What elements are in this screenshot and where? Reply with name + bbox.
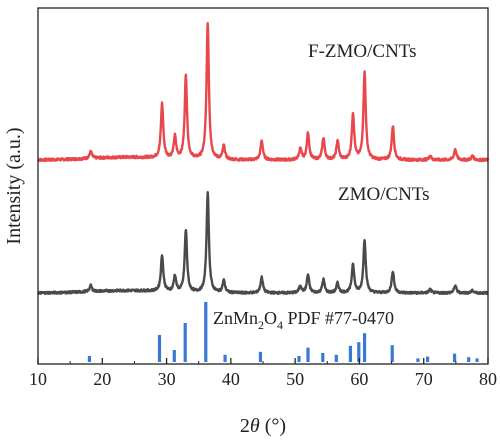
series-label-f-zmo-cnts: F-ZMO/CNTs [308,41,416,62]
series-line-zmo-cnts [37,191,489,296]
reference-label-sub2: 4 [277,318,283,332]
x-tick-label: 30 [158,369,176,389]
reference-stick [416,358,420,362]
reference-stick [390,345,394,362]
series-label-zmo-cnts: ZMO/CNTs [338,184,430,205]
reference-stick [475,358,479,362]
reference-stick [183,323,187,362]
x-tick-label: 20 [93,369,111,389]
reference-stick [334,354,338,362]
x-tick-label: 50 [286,369,304,389]
reference-stick [297,356,301,362]
reference-stick [172,350,176,362]
x-axis-ticks: 10 20 30 40 50 60 70 80 [29,358,497,389]
y-axis-label: Intensity (a.u.) [3,127,25,244]
reference-stick [306,347,310,362]
x-tick-label: 70 [415,369,433,389]
series-line-f-zmo-cnts [37,22,490,163]
reference-label-sub1: 2 [258,318,264,332]
reference-stick [452,353,457,362]
x-tick-label: 60 [350,369,368,389]
x-tick-label: 80 [479,369,497,389]
x-axis-label-suffix: (°) [260,415,286,437]
reference-stick [362,333,367,362]
reference-label-mid: O [264,308,277,328]
reference-stick [467,357,471,362]
reference-stick [348,345,353,362]
reference-stick [223,354,227,362]
reference-label-tail: PDF #77-0470 [283,308,394,328]
reference-stick [87,356,92,362]
series-layer [37,22,490,296]
reference-stick [357,342,361,362]
x-tick-label: 40 [222,369,240,389]
reference-stick [425,356,430,362]
x-axis-label-prefix: 2 [240,415,250,437]
reference-label: ZnMn2O4 PDF #77-0470 [213,308,394,332]
reference-label-main: ZnMn [213,308,258,328]
reference-stick [258,351,263,362]
reference-stick [321,353,325,362]
x-axis-label-theta: θ [250,415,260,437]
reference-stick [157,335,162,362]
reference-stick [204,302,208,362]
x-axis-label: 2θ (°) [240,415,286,437]
x-tick-label: 10 [29,369,47,389]
reference-sticks-layer [87,302,479,362]
